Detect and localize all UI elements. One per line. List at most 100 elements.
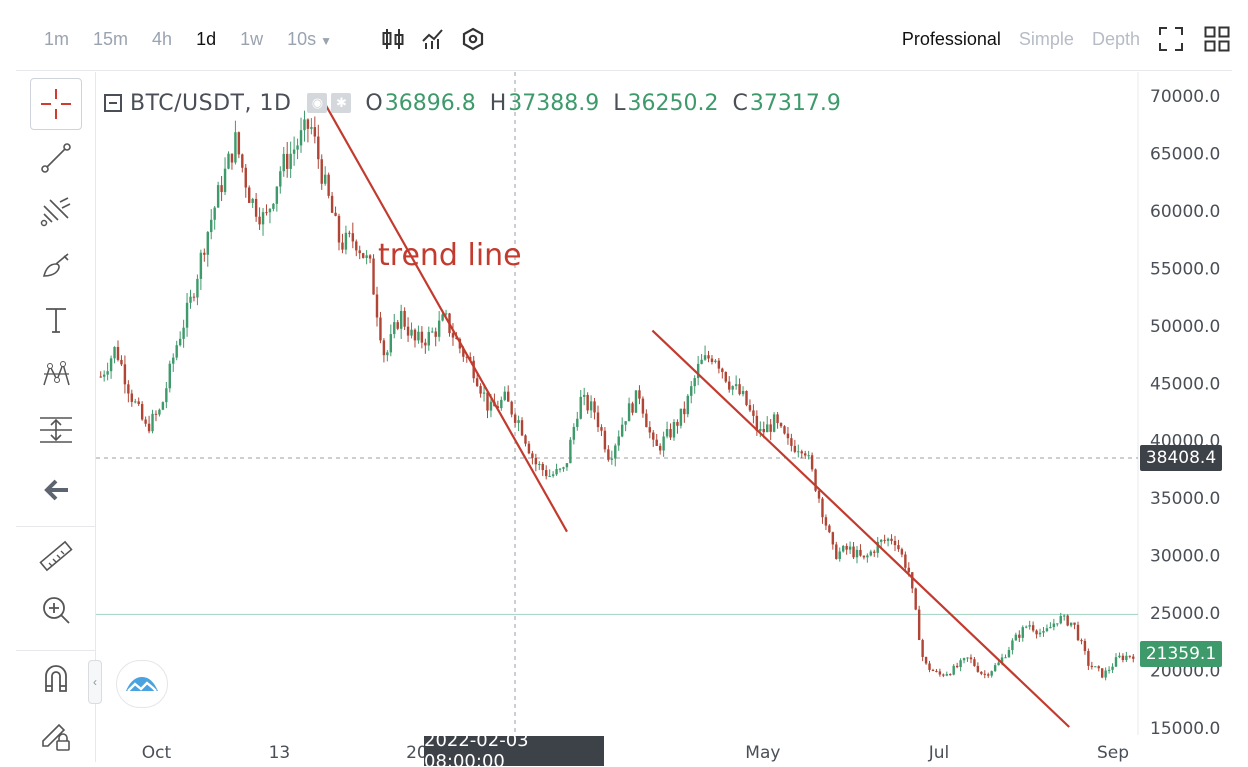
fib-tool-icon[interactable] (30, 186, 82, 238)
candle-body (1038, 632, 1042, 635)
lock-pencil-icon[interactable] (30, 708, 82, 760)
candle-body (648, 427, 652, 433)
candle-body (472, 360, 475, 379)
candle-body (766, 424, 769, 433)
zoom-in-icon[interactable] (30, 584, 82, 636)
mode-simple[interactable]: Simple (1018, 28, 1074, 49)
candle-body (213, 207, 216, 220)
candle-body (337, 215, 341, 243)
candle-body (358, 250, 361, 254)
candle-body (1087, 651, 1090, 666)
candle-body (748, 405, 752, 411)
collapse-toolbar-button[interactable]: ‹ (88, 660, 102, 704)
candle-body (220, 185, 223, 193)
candle-body (610, 458, 614, 460)
candle-body (710, 358, 714, 363)
y-tick-label: 55000.0 (1150, 259, 1220, 279)
interval-15m[interactable]: 15m (93, 28, 129, 49)
trend-line-annotation[interactable]: trend line (378, 238, 522, 273)
candle-body (289, 153, 292, 169)
candle-body (1014, 634, 1018, 641)
candle-body (527, 443, 531, 454)
interval-1w[interactable]: 1w (240, 28, 264, 49)
candle-body (151, 413, 154, 432)
drawing-toolbar (16, 72, 96, 762)
candle-body (942, 674, 945, 676)
crosshair-icon[interactable] (30, 78, 82, 130)
candle-body (393, 322, 396, 335)
trend-line-icon[interactable] (30, 132, 82, 184)
candle-body (1011, 640, 1014, 651)
candle-body (165, 388, 168, 403)
collapse-legend-icon[interactable] (104, 94, 122, 112)
candle-body (638, 390, 641, 399)
mode-professional[interactable]: Professional (901, 28, 1001, 49)
candle-body (558, 468, 562, 470)
candle-body (600, 427, 603, 431)
candle-body (990, 671, 993, 676)
candle-body (835, 544, 838, 559)
magnet-icon[interactable] (30, 652, 82, 704)
candle-body (700, 359, 703, 364)
candle-body (403, 310, 406, 327)
layout-grid-icon[interactable] (1202, 24, 1232, 54)
measure-lines-icon[interactable] (30, 404, 82, 456)
candle-body (579, 396, 582, 419)
candle-body (299, 130, 303, 146)
candle-body (576, 418, 579, 427)
candle-body (185, 302, 189, 328)
candle-body (790, 438, 793, 446)
candle-body (755, 415, 759, 432)
interval-10s-dropdown[interactable]: 10s ▼ (287, 29, 332, 50)
candle-body (783, 426, 786, 434)
candle-body (707, 355, 710, 359)
candle-body (482, 392, 486, 394)
indicator-icon[interactable] (420, 26, 446, 52)
candle-body (1035, 630, 1038, 635)
candle-body (372, 258, 375, 295)
candle-body (935, 670, 938, 672)
candle-body (203, 252, 206, 255)
candle-body (810, 455, 814, 470)
fullscreen-icon[interactable] (1156, 24, 1186, 54)
candle-body (641, 398, 645, 414)
y-tick-label: 60000.0 (1150, 202, 1220, 222)
gear-icon[interactable]: ✱ (331, 93, 352, 113)
symbol-label: BTC/USDT, 1D (130, 90, 292, 116)
last-price-tag: 21359.1 (1140, 641, 1222, 667)
candle-body (258, 216, 261, 225)
chart-toolbar: 1m 15m 4h 1d 1w 10s ▼ Professional Simple… (16, 10, 1232, 68)
candle-body (1042, 631, 1045, 633)
ruler-icon[interactable] (30, 530, 82, 582)
interval-1m[interactable]: 1m (44, 28, 70, 49)
pattern-icon[interactable] (30, 348, 82, 400)
candle-body (355, 241, 358, 251)
candle-body (572, 426, 576, 440)
brush-icon[interactable] (30, 240, 82, 292)
back-arrow-icon[interactable] (30, 464, 82, 516)
candle-body (344, 232, 348, 250)
candle-body (1080, 640, 1083, 642)
settings-icon[interactable] (460, 26, 486, 52)
eye-icon[interactable]: ◉ (307, 93, 328, 113)
interval-4h[interactable]: 4h (152, 28, 173, 49)
candlestick-icon[interactable] (380, 26, 406, 52)
open-value: 36896.8 (384, 90, 476, 116)
candle-body (282, 153, 285, 172)
candle-body (1097, 666, 1100, 669)
mode-depth[interactable]: Depth (1091, 28, 1140, 49)
text-icon[interactable] (30, 294, 82, 346)
interval-1d[interactable]: 1d (196, 28, 217, 49)
candle-body (206, 232, 209, 255)
candle-body (254, 198, 258, 217)
candle-body (541, 463, 544, 471)
candle-body (178, 338, 182, 346)
candle-body (1000, 657, 1004, 663)
candle-body (1083, 640, 1087, 652)
tool-separator (16, 526, 96, 527)
x-tick-label: 13 (269, 743, 291, 763)
candle-body (883, 539, 886, 541)
candle-body (1104, 670, 1107, 678)
